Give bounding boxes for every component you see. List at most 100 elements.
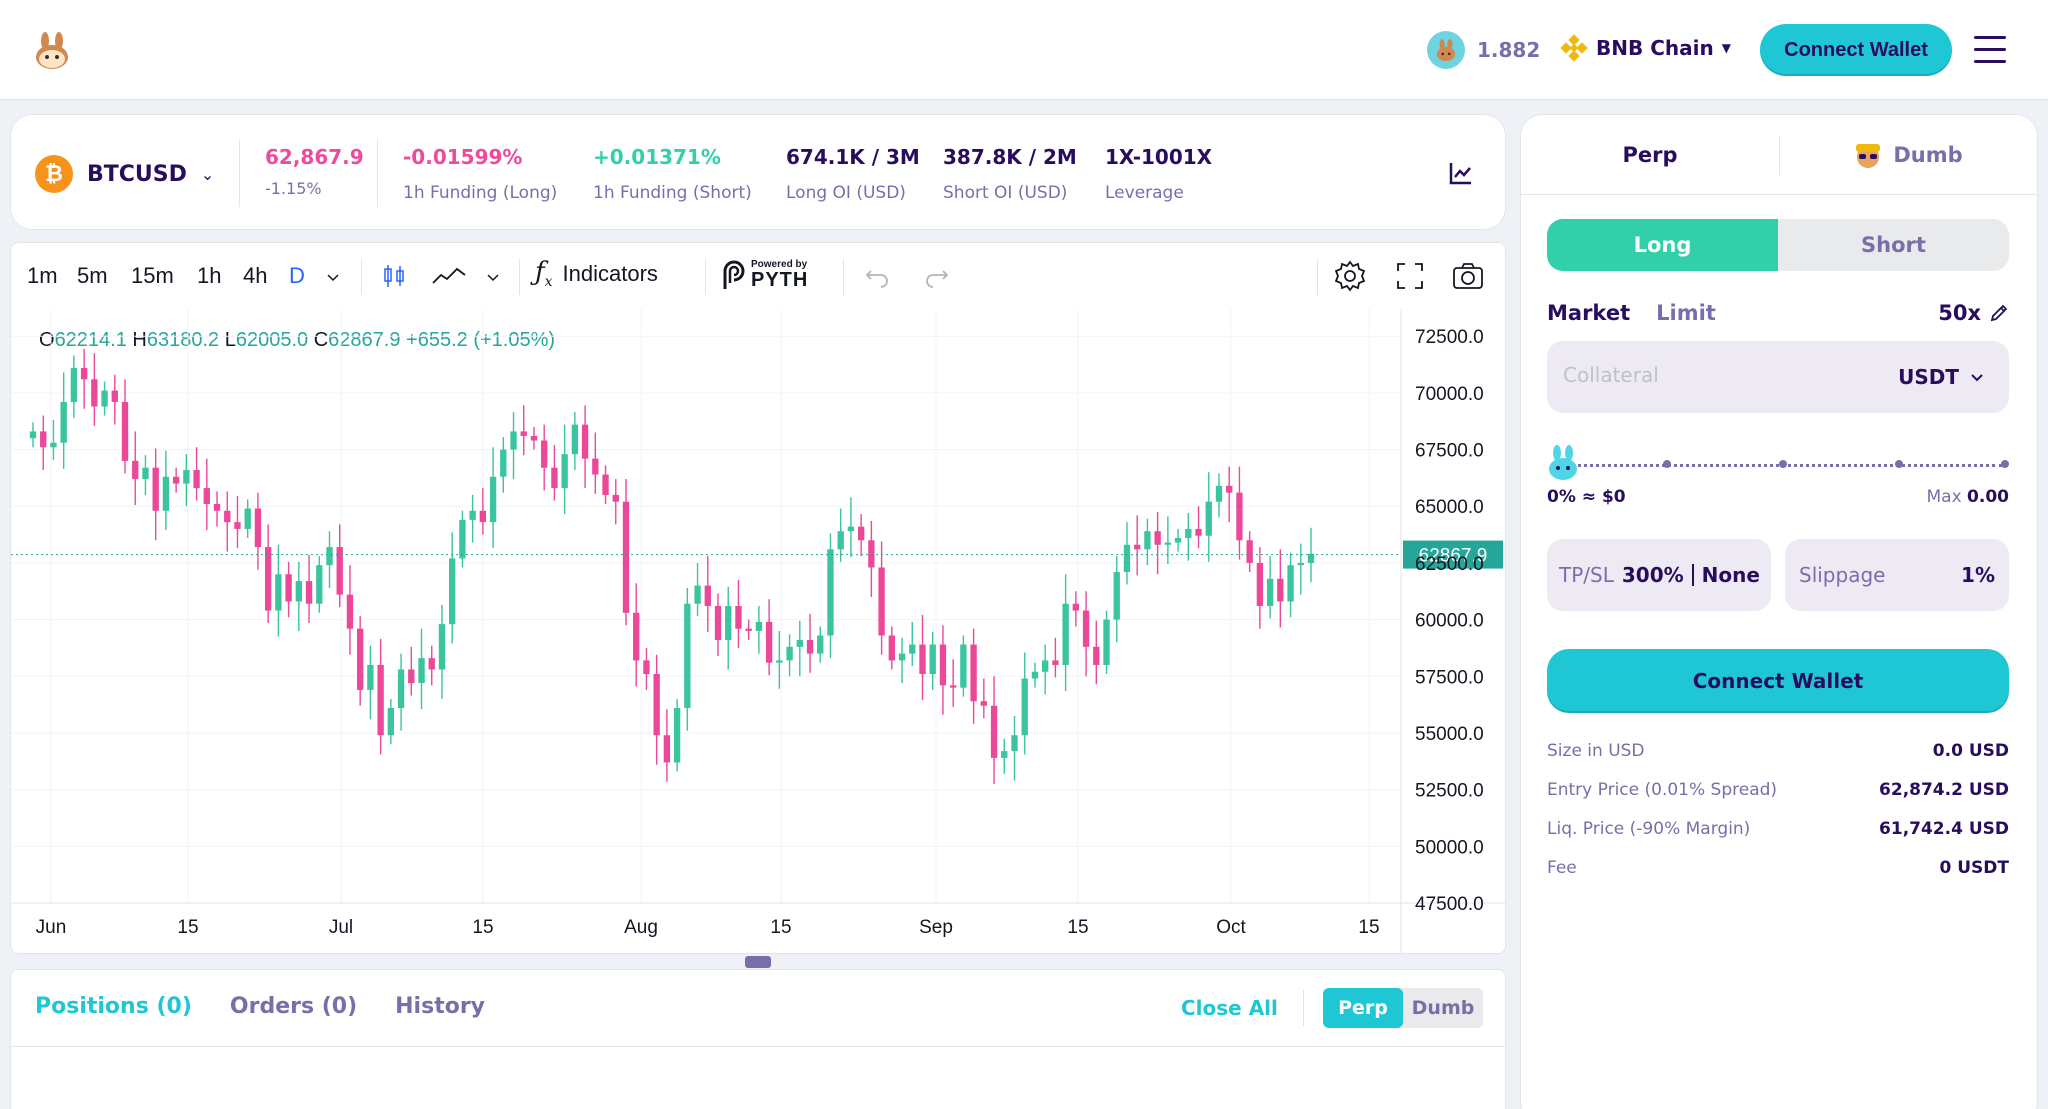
candle-body [684, 603, 691, 709]
candle-body [929, 644, 936, 675]
toolbar-divider [519, 259, 520, 295]
timeframe-1h[interactable]: 1h [197, 263, 222, 288]
timeframe-5m[interactable]: 5m [77, 263, 108, 288]
divider [1691, 564, 1694, 586]
settings-gear-icon[interactable] [1333, 259, 1367, 293]
candle-body [132, 460, 139, 480]
summary-value: 0.0 USD [1932, 741, 2009, 761]
panel-resize-handle[interactable] [745, 956, 771, 968]
token-selector[interactable]: USDT [1898, 365, 1985, 389]
chain-selector[interactable]: BNB Chain ▼ [1560, 34, 1731, 62]
order-summary: Size in USD 0.0 USD Entry Price (0.01% Sp… [1547, 741, 2009, 897]
x-tick-label: 15 [1358, 917, 1379, 938]
funding-long-label: 1h Funding (Long) [403, 183, 558, 203]
bunny-slider-thumb-icon[interactable] [1543, 443, 1583, 483]
candle-body [183, 469, 190, 484]
slippage-field[interactable]: Slippage 1% [1785, 539, 2009, 611]
summary-key: Liq. Price (-90% Margin) [1547, 819, 1751, 839]
top-navbar: 1.882 BNB Chain ▼ Connect Wallet [0, 0, 2048, 100]
tab-dumb[interactable]: Dumb [1779, 115, 2037, 194]
tpsl-field[interactable]: TP/SL 300% None [1547, 539, 1771, 611]
tab-history[interactable]: History [395, 994, 486, 1019]
long-oi-value: 674.1K / 3M [786, 145, 920, 169]
candle-body [387, 708, 395, 736]
candle-body [541, 440, 548, 468]
candle-body [765, 621, 773, 663]
pyth-logo: Powered by PYTH [721, 259, 808, 291]
candle-body [459, 519, 466, 559]
candle-body [1195, 528, 1202, 536]
short-button[interactable]: Short [1861, 233, 1926, 257]
chevron-down-icon[interactable] [485, 269, 501, 285]
mark-price: 62,867.9 -1.15% [265, 145, 364, 198]
current-price-tag [1403, 540, 1503, 569]
timeframe-4h[interactable]: 4h [243, 263, 268, 288]
collateral-slider[interactable] [1547, 445, 2009, 485]
redo-icon[interactable] [923, 263, 951, 291]
bnb-chain-icon [1560, 34, 1588, 62]
leverage-editor[interactable]: 50x [1938, 301, 2009, 325]
timeframe-15m[interactable]: 15m [131, 263, 174, 288]
camera-icon[interactable] [1451, 259, 1485, 293]
cake-price[interactable]: 1.882 [1427, 31, 1540, 69]
undo-icon[interactable] [863, 263, 891, 291]
price-value: 62,867.9 [265, 145, 364, 169]
candle-body [643, 660, 650, 675]
tab-limit[interactable]: Limit [1656, 301, 1716, 325]
candle-body [172, 476, 180, 484]
candle-body [1113, 571, 1120, 620]
connect-wallet-button-side[interactable]: Connect Wallet [1547, 649, 2009, 713]
sunglasses-bunny-icon [1856, 143, 1881, 168]
powered-by-label: Powered by [751, 259, 808, 270]
tab-market[interactable]: Market [1547, 301, 1631, 325]
close-all-button[interactable]: Close All [1181, 996, 1278, 1020]
connect-wallet-button[interactable]: Connect Wallet [1760, 24, 1952, 76]
collateral-input[interactable] [1563, 363, 1823, 387]
candle-body [909, 644, 916, 654]
long-button[interactable]: Long [1547, 219, 1778, 271]
candle-body [367, 664, 374, 690]
short-oi-value: 387.8K / 2M [943, 145, 1077, 169]
candle-body [316, 565, 323, 604]
tab-perp[interactable]: Perp [1521, 115, 1779, 194]
line-chart-icon[interactable] [431, 261, 469, 291]
tab-positions[interactable]: Positions (0) [35, 994, 192, 1019]
candle-body [1164, 542, 1172, 545]
candle-body [408, 669, 415, 684]
chevron-down-icon[interactable] [325, 269, 341, 285]
tab-perp-label: Perp [1622, 142, 1678, 167]
indicators-button[interactable]: ƒx Indicators [535, 257, 658, 290]
fullscreen-icon[interactable] [1395, 261, 1425, 291]
toolbar-divider [361, 259, 362, 295]
perp-toggle-option[interactable]: Perp [1323, 988, 1403, 1028]
high-label: H [132, 329, 147, 351]
chevron-down-icon [1971, 374, 1983, 382]
candle-body [1246, 540, 1253, 563]
y-tick-label: 70000.0 [1415, 384, 1484, 405]
dumb-toggle-option[interactable]: Dumb [1411, 997, 1475, 1019]
candle-body [561, 454, 568, 489]
funding-short-value: +0.01371% [593, 145, 721, 169]
candle-body [193, 469, 200, 489]
candle-body [1215, 485, 1223, 502]
change-value: +655.2 (+1.05%) [406, 329, 556, 351]
candlestick-chart[interactable]: 62867.9 72500.0 70000.0 67500.0 65000.0 62500… [11, 309, 1505, 954]
funding-short-label: 1h Funding (Short) [593, 183, 752, 203]
chart-toggle-icon[interactable] [1447, 159, 1475, 187]
slippage-label: Slippage [1799, 563, 1886, 587]
y-tick-label: 55000.0 [1415, 724, 1484, 745]
timeframe-1m[interactable]: 1m [27, 263, 58, 288]
menu-icon[interactable] [1974, 36, 2006, 64]
summary-value: 61,742.4 USD [1879, 819, 2009, 839]
pair-selector[interactable]: ₿ BTCUSD ⌄ [35, 155, 214, 193]
chain-name: BNB Chain [1596, 36, 1714, 60]
pancake-bunny-logo-icon[interactable] [32, 31, 72, 71]
candle-body [1154, 531, 1161, 545]
candle-body [1297, 562, 1304, 566]
candle-body [1123, 544, 1131, 572]
candles-icon[interactable] [379, 261, 409, 291]
tab-orders[interactable]: Orders (0) [229, 994, 358, 1019]
timeframe-d[interactable]: D [289, 263, 305, 288]
candle-body [1226, 485, 1233, 493]
candle-body [234, 522, 241, 529]
